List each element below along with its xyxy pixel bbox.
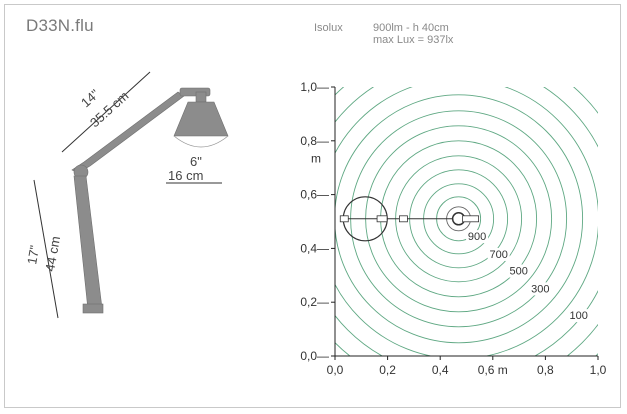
spec-lumen-height: 900lm - h 40cm [373,22,449,34]
y-tick-label: 0,8— [300,134,329,148]
y-tick-label: 0,0— [300,349,329,363]
head-width-cm: 16 cm [168,168,203,183]
base-dimension-line [33,179,59,319]
product-title: D33N.flu [26,16,94,35]
y-tick-label: 0,2— [300,295,329,309]
base-height-cm: 44 cm [42,235,63,272]
contour-label-bg [507,264,530,278]
x-tick-label: 0,2 [379,363,396,377]
fixture-base-plate [339,215,349,223]
contour-level-label: 100 [569,310,587,322]
contour-label-bg [529,282,552,296]
contour-label-bg [466,230,489,244]
fixture-joint-1 [376,215,388,223]
contour-label-bg [487,247,510,261]
contour-level-label: 900 [468,231,486,243]
lamp-base [82,303,104,314]
contour-ring [335,94,584,344]
chart-ticks: 0,0— 0,2— 0,4— 0,6— 0,8— 1,0— 0,0 0,2 0,4 0,6 m 0,… [300,80,606,377]
contour-level-label: 300 [531,283,549,295]
lamp-upper-arm [71,91,185,174]
contour-level-label: 500 [510,266,528,278]
fixture-top-view [339,196,480,242]
fixture-head-handle [462,215,480,223]
lamp-shade-outline [173,135,229,148]
x-tick-label: 1,0 [590,363,607,377]
x-tick-label: 0,0 [327,363,344,377]
y-tick-label: 0,6— [300,188,329,202]
diagram-mode-label: Isolux [314,22,343,34]
contour-label-bg [567,309,590,323]
lamp-illustration [71,87,229,314]
chart-axes [334,87,598,357]
base-height-inch: 17" [24,244,42,266]
arm-dimension-line [61,71,151,153]
y-tick-label: 1,0— [300,80,329,94]
spec-card [4,4,621,408]
y-tick-label: 0,4— [300,241,329,255]
x-tick-label: 0,8 [537,363,554,377]
x-tick-label: 0,6 m [478,363,508,377]
spec-max-lux: max Lux = 937lx [373,34,454,46]
contour-level-label: 700 [489,249,507,261]
head-width-inch: 6" [190,154,202,169]
x-tick-label: 0,4 [432,363,449,377]
y-unit-label: m [311,151,321,165]
fixture-joint-2 [399,215,408,223]
